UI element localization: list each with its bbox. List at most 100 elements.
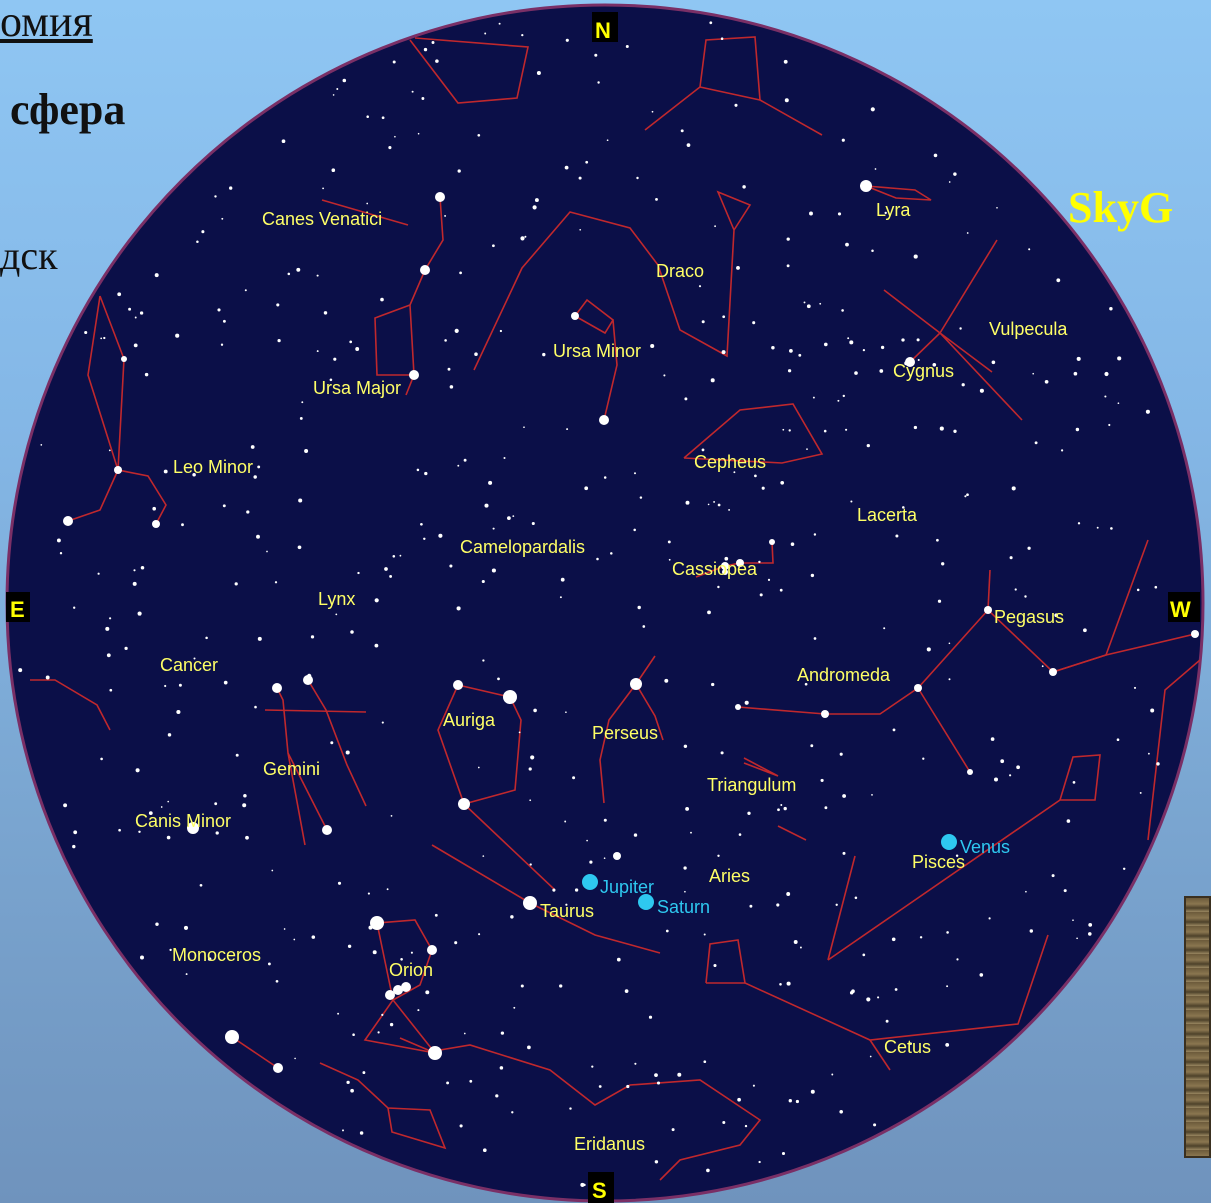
faint-star	[781, 1151, 786, 1156]
faint-star	[296, 267, 301, 272]
faint-star	[937, 599, 942, 603]
planet-label-venus: Venus	[960, 837, 1010, 857]
faint-star	[633, 528, 636, 532]
faint-star	[495, 1094, 499, 1098]
faint-star	[342, 78, 347, 83]
faint-star	[299, 416, 303, 420]
venus-marker	[941, 834, 957, 850]
faint-star	[297, 545, 302, 550]
faint-star	[1133, 686, 1137, 689]
faint-star	[842, 794, 847, 798]
bright-star	[303, 675, 313, 685]
faint-star	[254, 705, 257, 709]
faint-star	[650, 343, 655, 349]
faint-star	[281, 139, 286, 144]
constellation-label: Andromeda	[797, 665, 891, 685]
faint-star	[103, 336, 106, 340]
faint-star	[616, 957, 621, 962]
faint-star	[294, 1057, 296, 1060]
constellation-line	[827, 855, 856, 961]
faint-star	[598, 1085, 602, 1088]
bright-star	[322, 825, 332, 835]
faint-star	[749, 904, 753, 908]
faint-star	[866, 443, 870, 448]
planet-label-jupiter: Jupiter	[600, 877, 654, 897]
faint-star	[788, 1099, 792, 1103]
faint-star	[124, 646, 128, 651]
faint-star	[333, 357, 337, 361]
faint-star	[513, 1006, 516, 1009]
faint-star	[1016, 765, 1020, 770]
faint-star	[706, 1168, 710, 1173]
constellation-line	[231, 1036, 279, 1069]
faint-star	[293, 938, 296, 941]
faint-star	[1117, 402, 1120, 405]
faint-star	[771, 345, 775, 350]
bright-star	[370, 916, 384, 930]
faint-star	[500, 1031, 505, 1035]
faint-star	[1034, 441, 1038, 445]
constellation-label: Lacerta	[857, 505, 918, 525]
faint-star	[759, 593, 763, 597]
faint-star	[758, 560, 761, 564]
constellation-label: Leo Minor	[173, 457, 253, 477]
faint-star	[1014, 588, 1017, 591]
faint-star	[885, 1019, 889, 1023]
faint-star	[798, 353, 802, 357]
faint-star	[758, 1160, 761, 1164]
constellation-line	[777, 825, 807, 841]
faint-star	[851, 989, 855, 994]
constellation-label: Triangulum	[707, 775, 796, 795]
faint-star	[933, 153, 938, 158]
constellation-line	[827, 754, 1101, 961]
faint-star	[84, 330, 88, 335]
faint-star	[780, 480, 785, 485]
constellation-line	[319, 1062, 447, 1150]
faint-star	[1154, 585, 1158, 589]
faint-star	[703, 933, 706, 936]
faint-star	[135, 768, 140, 773]
faint-star	[175, 333, 180, 338]
bright-star	[721, 562, 729, 570]
faint-star	[786, 981, 791, 986]
faint-star	[484, 32, 487, 35]
constellation-line	[865, 185, 932, 201]
constellation-line	[939, 332, 993, 373]
constellation-label: Lynx	[318, 589, 355, 609]
faint-star	[583, 1183, 586, 1187]
bright-star	[613, 852, 621, 860]
constellation-line	[603, 319, 618, 421]
faint-star	[636, 176, 639, 180]
faint-star	[909, 1042, 912, 1045]
faint-star	[185, 973, 188, 976]
constellation-label: Cetus	[884, 1037, 931, 1057]
faint-star	[400, 958, 403, 961]
faint-star	[813, 637, 817, 640]
faint-star	[877, 996, 880, 999]
faint-star	[381, 1013, 384, 1016]
faint-star	[417, 1009, 420, 1012]
faint-star	[922, 757, 925, 760]
faint-star	[253, 475, 257, 479]
faint-star	[283, 928, 286, 930]
faint-star	[895, 534, 899, 538]
constellation-label: Pegasus	[994, 607, 1064, 627]
faint-star	[234, 582, 238, 586]
faint-star	[257, 465, 261, 469]
faint-star	[874, 168, 877, 170]
faint-star	[497, 677, 500, 681]
faint-star	[854, 896, 858, 900]
faint-star	[854, 371, 858, 375]
faint-star	[109, 688, 113, 692]
faint-star	[449, 564, 453, 568]
slide-right-title-fragment: SkyG	[1068, 183, 1174, 232]
faint-star	[350, 1088, 354, 1093]
faint-star	[128, 307, 132, 311]
bright-star	[272, 683, 282, 693]
faint-star	[148, 811, 153, 815]
faint-star	[793, 940, 798, 944]
faint-star	[350, 630, 354, 634]
faint-star	[953, 429, 957, 433]
constellation-line	[307, 679, 367, 807]
faint-star	[552, 888, 556, 892]
